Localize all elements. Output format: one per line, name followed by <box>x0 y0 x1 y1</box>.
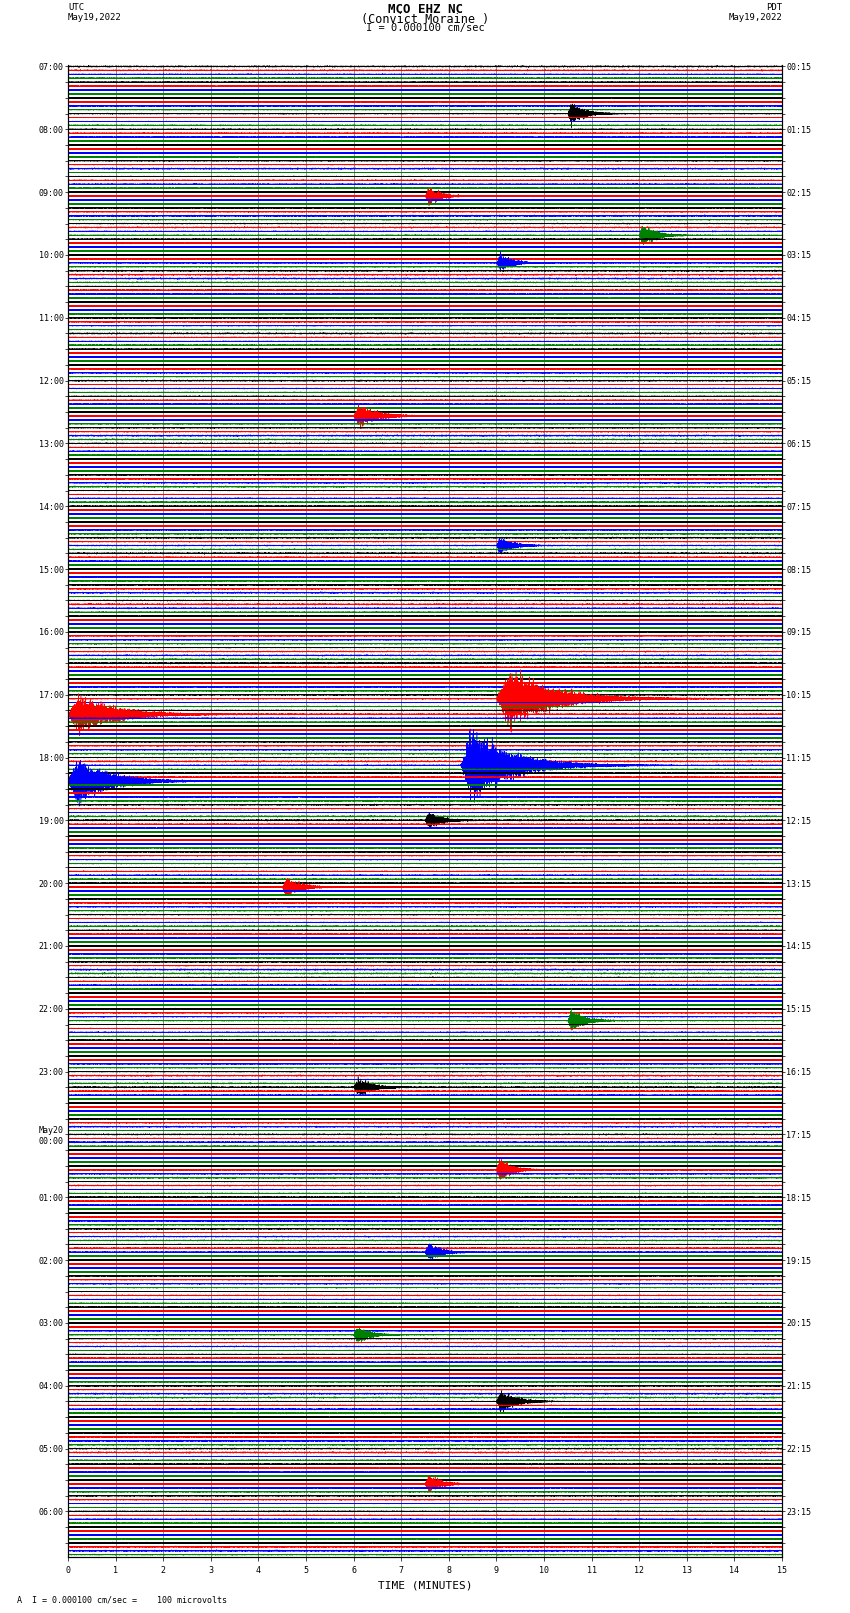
Text: May19,2022: May19,2022 <box>68 13 122 23</box>
Text: May19,2022: May19,2022 <box>728 13 782 23</box>
Text: A  I = 0.000100 cm/sec =    100 microvolts: A I = 0.000100 cm/sec = 100 microvolts <box>17 1595 227 1605</box>
Text: PDT: PDT <box>766 3 782 13</box>
Text: MCO EHZ NC: MCO EHZ NC <box>388 3 462 16</box>
X-axis label: TIME (MINUTES): TIME (MINUTES) <box>377 1581 473 1590</box>
Text: I = 0.000100 cm/sec: I = 0.000100 cm/sec <box>366 23 484 32</box>
Text: (Convict Moraine ): (Convict Moraine ) <box>361 13 489 26</box>
Text: UTC: UTC <box>68 3 84 13</box>
